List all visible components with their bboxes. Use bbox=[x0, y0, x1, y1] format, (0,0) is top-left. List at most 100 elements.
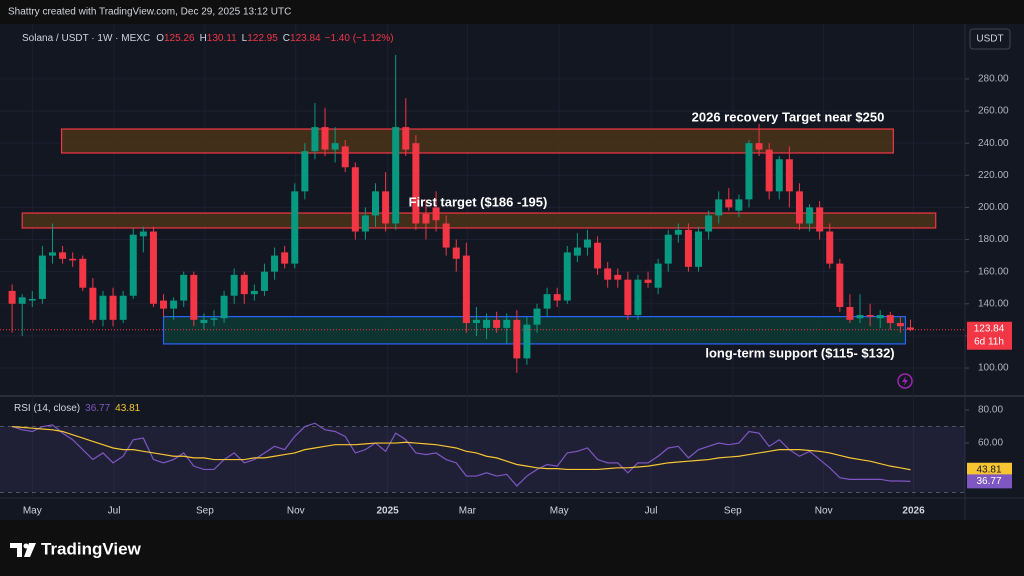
x-tick-label: Mar bbox=[459, 506, 477, 517]
candle-body bbox=[695, 231, 703, 267]
candle-body bbox=[472, 319, 480, 324]
x-tick-label: 2025 bbox=[376, 506, 399, 517]
x-tick-label: Sep bbox=[724, 506, 742, 517]
rsi-value: 36.77 bbox=[85, 403, 110, 414]
ohlc-value: 123.84 bbox=[290, 33, 321, 44]
credit: Shattry created with TradingView.com, De… bbox=[8, 7, 291, 18]
candle-body bbox=[705, 215, 713, 232]
candle-body bbox=[119, 295, 127, 320]
zone-label: First target ($186 -195) bbox=[409, 194, 548, 209]
candle-body bbox=[896, 323, 904, 327]
ohlc-letter: H bbox=[200, 33, 207, 44]
candle-body bbox=[210, 318, 218, 320]
legend: Solana / USDT · 1W · MEXC O125.26 H130.11 L… bbox=[22, 33, 394, 44]
rsi-badge bbox=[967, 462, 1012, 477]
candle-body bbox=[745, 143, 753, 200]
rsi-line bbox=[12, 425, 911, 471]
candle-body bbox=[654, 263, 662, 288]
candle-body bbox=[462, 255, 470, 324]
candle-body bbox=[906, 327, 914, 330]
candle-body bbox=[402, 127, 410, 150]
candle-body bbox=[452, 247, 460, 259]
logo-text: TradingView bbox=[41, 539, 142, 558]
candle-body bbox=[129, 234, 137, 296]
x-tick-label: Jul bbox=[108, 506, 121, 517]
candle-body bbox=[886, 315, 894, 324]
candle-body bbox=[230, 274, 238, 296]
x-tick-label: Jul bbox=[645, 506, 658, 517]
y-tick-label: 200.00 bbox=[978, 202, 1009, 213]
rsi-badge-value: 43.81 bbox=[976, 464, 1001, 475]
candle-body bbox=[806, 207, 814, 224]
candle-body bbox=[765, 149, 773, 192]
candle-body bbox=[59, 252, 67, 259]
countdown: 6d 11h bbox=[974, 336, 1004, 347]
x-tick-label: Nov bbox=[815, 506, 833, 517]
candle-body bbox=[341, 146, 349, 168]
logo-dot bbox=[23, 543, 29, 549]
candle-body bbox=[816, 207, 824, 232]
symbol: Solana / USDT · 1W · MEXC bbox=[22, 33, 150, 44]
candle-body bbox=[755, 143, 763, 150]
candle-body bbox=[109, 295, 117, 320]
y-tick-label: 100.00 bbox=[978, 363, 1009, 374]
rsi-badge-value: 36.77 bbox=[976, 476, 1001, 487]
candle-body bbox=[28, 298, 36, 301]
y-tick-label: 80.00 bbox=[978, 405, 1003, 416]
currency-button[interactable] bbox=[969, 28, 1011, 50]
candle-body bbox=[846, 306, 854, 320]
candle-body bbox=[99, 295, 107, 320]
candle-body bbox=[291, 191, 299, 264]
candle-body bbox=[513, 319, 521, 359]
x-tick-label: Sep bbox=[196, 506, 214, 517]
last-price-badge bbox=[967, 321, 1012, 350]
y-tick-label: 140.00 bbox=[978, 298, 1009, 309]
candle-body bbox=[48, 252, 56, 256]
zone-label: long-term support ($115- $132) bbox=[705, 345, 894, 360]
candle-body bbox=[18, 297, 26, 304]
x-tick-label: Nov bbox=[287, 506, 305, 517]
candle-body bbox=[634, 279, 642, 316]
candle-body bbox=[775, 159, 783, 192]
logo-slash bbox=[24, 543, 36, 557]
ohlc-value: 130.11 bbox=[207, 33, 237, 44]
candle-body bbox=[614, 274, 622, 280]
candle-body bbox=[493, 319, 501, 328]
lightning-icon[interactable] bbox=[897, 373, 913, 389]
candle-body bbox=[260, 271, 268, 291]
candle-body bbox=[361, 215, 369, 232]
rsi-title: RSI (14, close) bbox=[14, 403, 80, 414]
candle-body bbox=[412, 143, 420, 224]
candle-body bbox=[180, 274, 188, 301]
logo-mark bbox=[10, 543, 22, 557]
candle-body bbox=[38, 255, 46, 299]
candle-body bbox=[715, 199, 723, 216]
candle-body bbox=[432, 207, 440, 221]
rsi-value: 43.81 bbox=[115, 403, 140, 414]
candle-body bbox=[684, 229, 692, 267]
y-tick-label: 160.00 bbox=[978, 266, 1009, 277]
candle-body bbox=[321, 127, 329, 150]
rsi-band bbox=[0, 426, 965, 493]
last-price: 123.84 bbox=[974, 323, 1005, 334]
candle-body bbox=[795, 191, 803, 224]
candle-body bbox=[382, 191, 390, 224]
candle-body bbox=[735, 199, 743, 211]
candle-body bbox=[190, 274, 198, 320]
candle-body bbox=[553, 294, 561, 301]
candle-body bbox=[836, 263, 844, 307]
candle-body bbox=[89, 287, 97, 320]
currency[interactable]: USDT bbox=[976, 34, 1003, 45]
candle-body bbox=[79, 258, 87, 288]
candle-body bbox=[866, 315, 874, 317]
candle-body bbox=[503, 319, 511, 328]
candle-body bbox=[281, 252, 289, 264]
x-tick-label: 2026 bbox=[902, 506, 925, 517]
ohlc-value: 125.26 bbox=[164, 33, 195, 44]
candle-body bbox=[331, 143, 339, 150]
rsi-line bbox=[11, 422, 911, 487]
candle-body bbox=[624, 279, 632, 316]
ohlc-value: 122.95 bbox=[247, 33, 278, 44]
